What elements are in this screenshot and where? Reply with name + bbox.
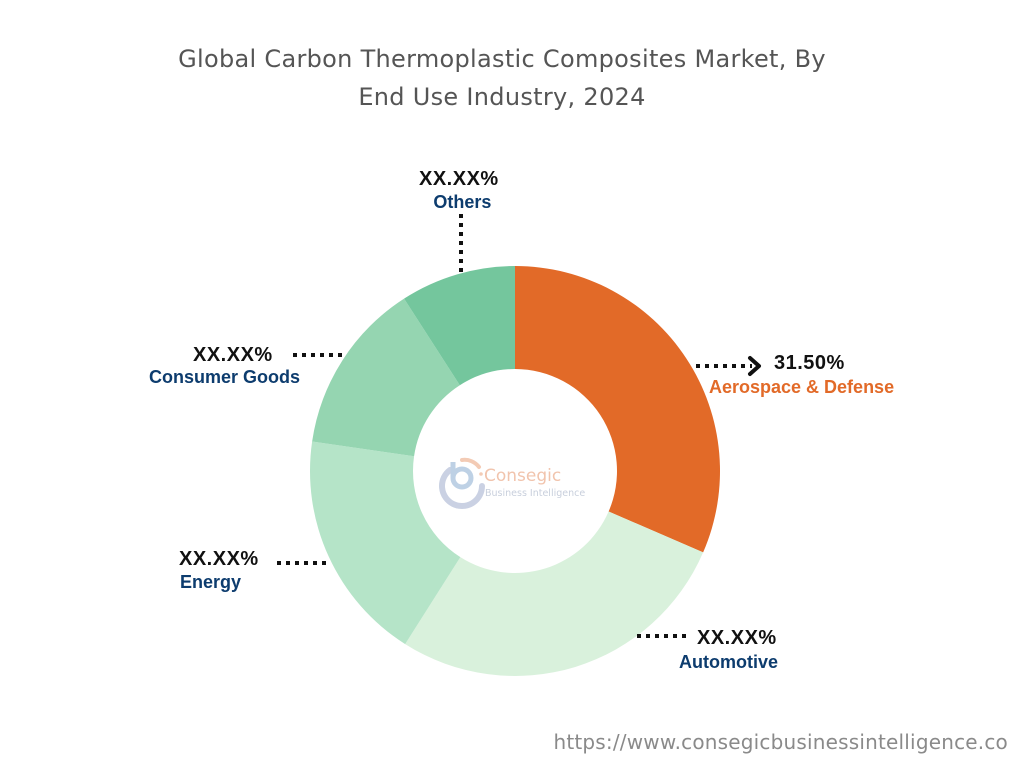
source-url: https://www.consegicbusinessintelligence…	[553, 730, 1008, 754]
slice-others	[404, 266, 515, 386]
label-aerospace-value: 31.50%	[774, 352, 845, 374]
slice-automotive	[405, 511, 704, 676]
label-aerospace-name: Aerospace & Defense	[709, 377, 895, 397]
slice-aerospace-defense	[515, 266, 720, 553]
slice-energy	[310, 441, 461, 645]
label-consumer-goods-value: XX.XX%	[193, 344, 273, 366]
label-energy-value: XX.XX%	[179, 548, 259, 570]
logo-name: Consegic	[484, 466, 562, 486]
label-others: XX.XX% Others	[419, 168, 499, 213]
consegic-logo-icon	[439, 457, 485, 509]
chart-title-line-2: End Use Industry, 2024	[358, 83, 646, 111]
label-automotive-value: XX.XX%	[697, 627, 777, 649]
slice-consumer-goods	[312, 298, 460, 457]
label-consumer-goods-name: Consumer Goods	[149, 367, 301, 387]
donut-slices	[310, 266, 720, 676]
label-energy-name: Energy	[180, 572, 242, 592]
arrow-right-icon	[748, 356, 761, 376]
label-others-name: Others	[433, 192, 492, 212]
chart-title: Global Carbon Thermoplastic Composites M…	[0, 40, 1004, 116]
label-others-value: XX.XX%	[419, 168, 499, 190]
label-automotive-name: Automotive	[679, 652, 778, 672]
chart-title-line-1: Global Carbon Thermoplastic Composites M…	[178, 45, 826, 73]
logo-tagline: Business Intelligence	[485, 488, 586, 499]
